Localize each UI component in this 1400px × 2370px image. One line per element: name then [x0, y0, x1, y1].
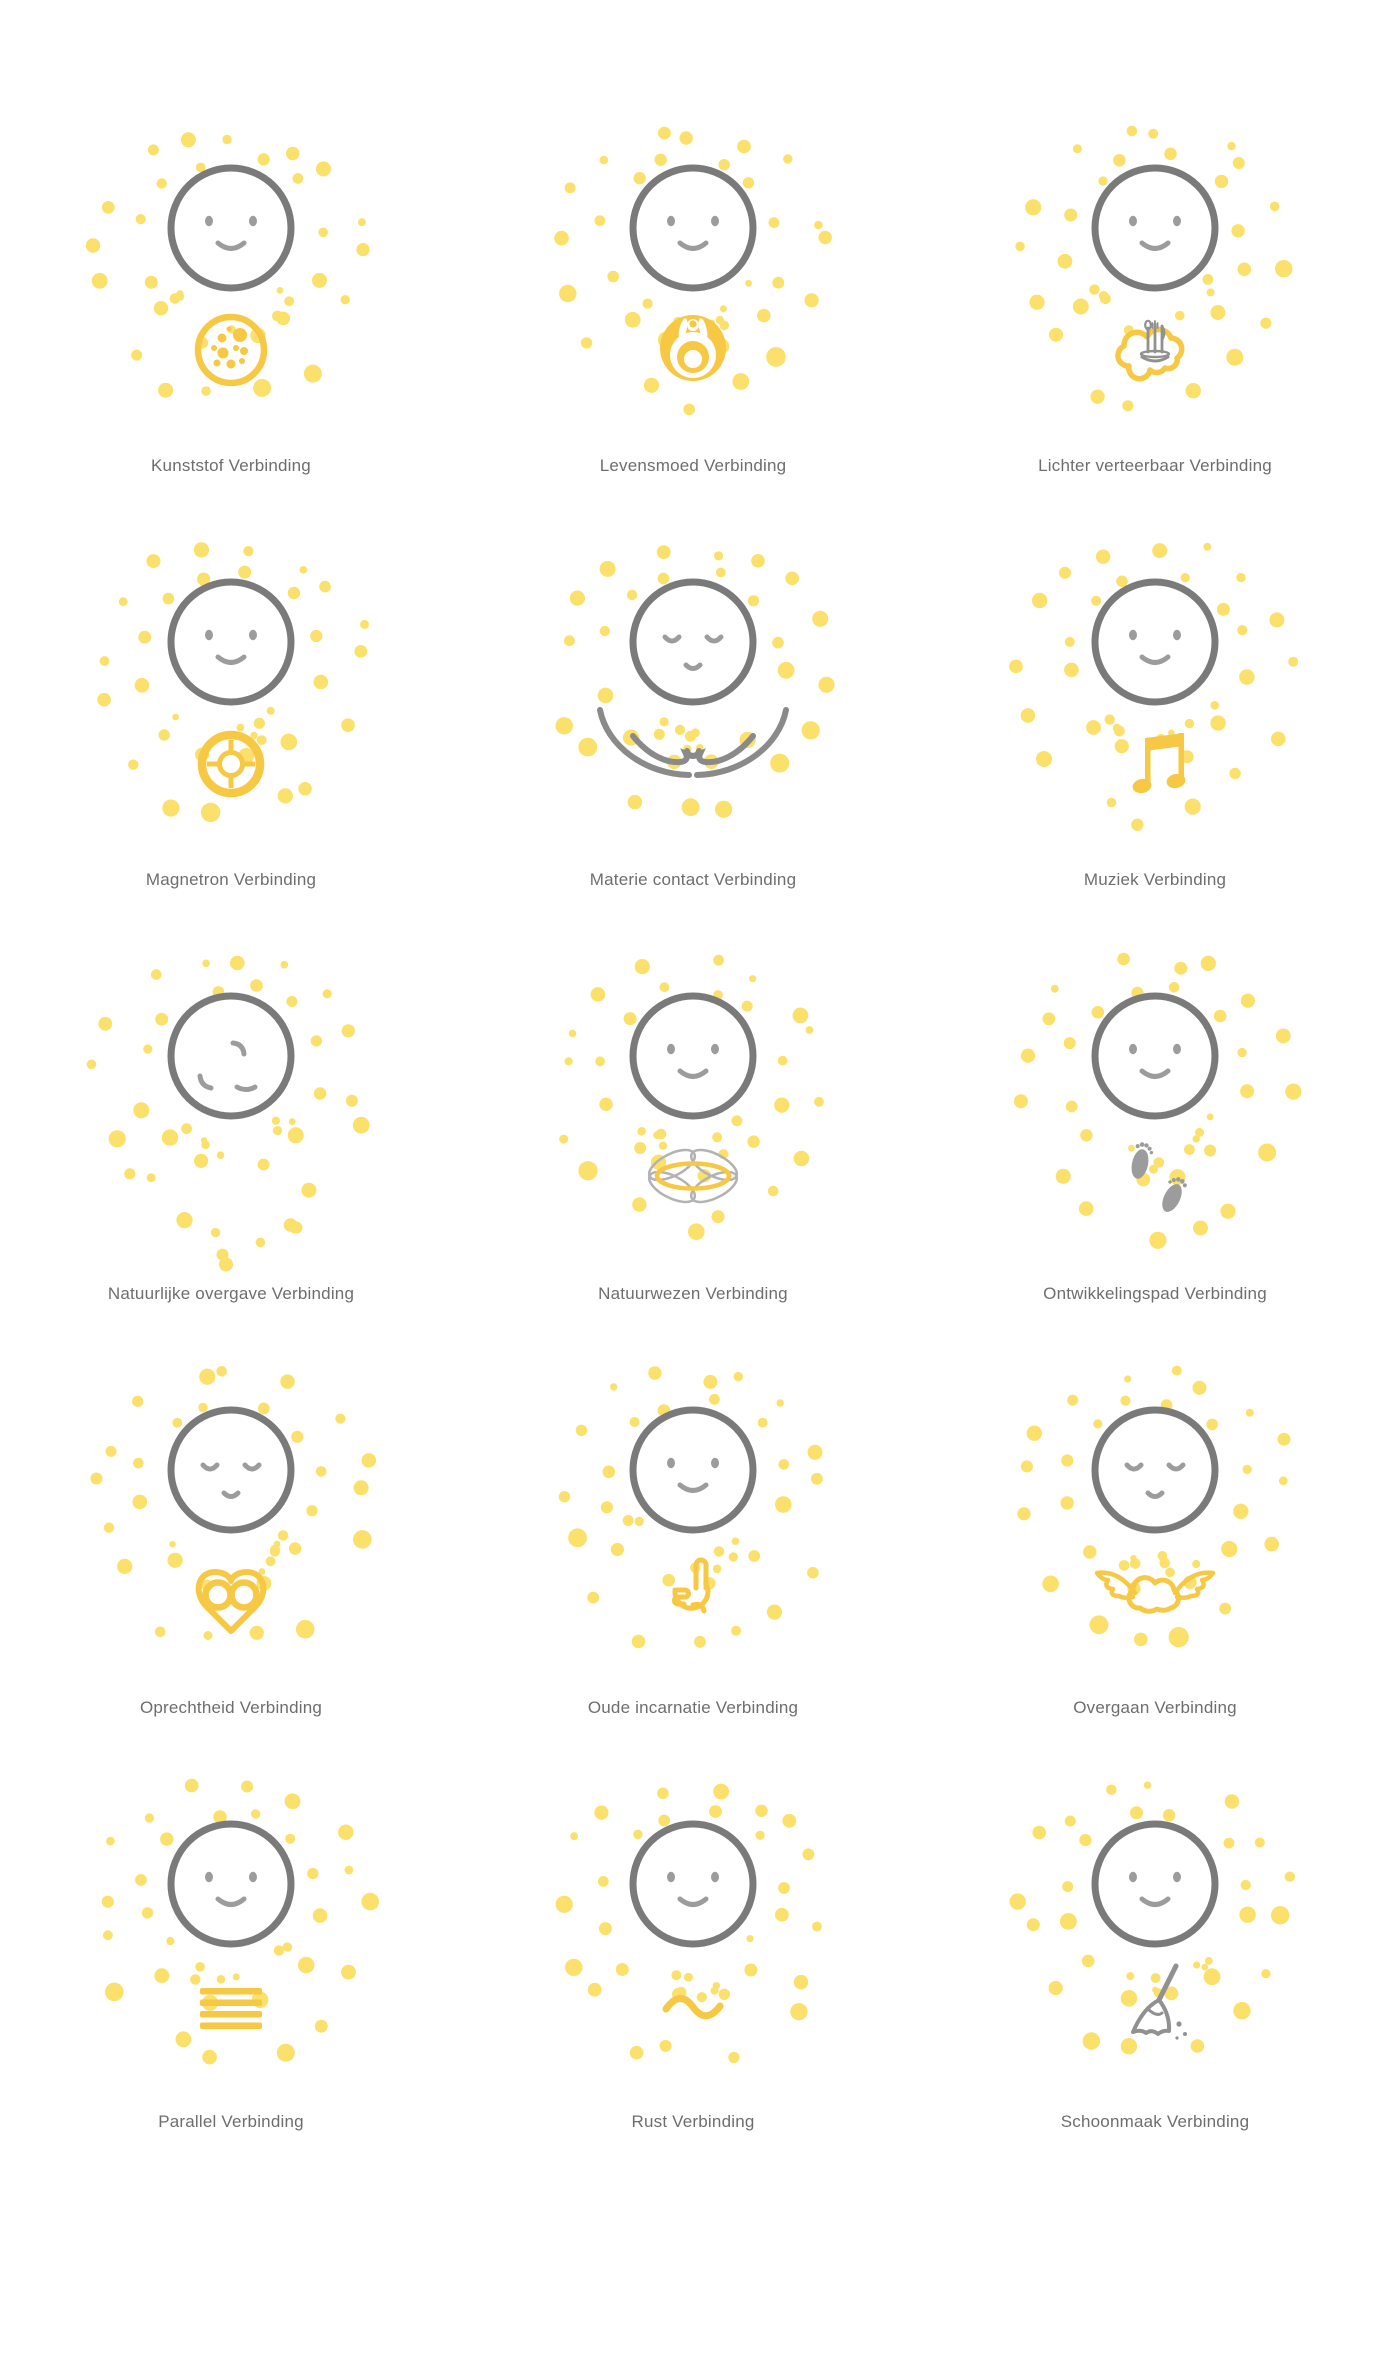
verbinding-item[interactable]: Natuurwezen Verbinding: [462, 944, 924, 1304]
tilted-face-icon: [86, 955, 370, 1272]
face: [629, 992, 757, 1120]
heart-infinity-icon: [195, 1569, 267, 1634]
face: [629, 578, 757, 706]
face: [167, 1406, 295, 1534]
face: [1091, 1406, 1219, 1534]
face: [167, 992, 295, 1120]
verbinding-item[interactable]: Lichter verteerbaar Verbinding: [924, 116, 1386, 476]
pointing-hand-icon: [558, 1366, 823, 1649]
butterfly-icon: [647, 1148, 739, 1204]
verbinding-icon: [1005, 1358, 1305, 1694]
ring-icon: [97, 542, 369, 823]
verbinding-item[interactable]: Schoonmaak Verbinding: [924, 1772, 1386, 2132]
verbinding-label: Parallel Verbinding: [158, 2112, 304, 2131]
verbinding-icon: [81, 1772, 381, 2108]
verbinding-icon: [81, 530, 381, 866]
verbinding-icon: [543, 944, 843, 1280]
footprints-icon: [1131, 1142, 1187, 1212]
verbinding-label: Lichter verteerbaar Verbinding: [1038, 456, 1272, 475]
verbinding-item[interactable]: Ontwikkelingspad Verbinding: [924, 944, 1386, 1304]
parallel-lines-icon: [200, 1988, 262, 2029]
broom-icon: [1131, 1963, 1187, 2040]
verbinding-label: Magnetron Verbinding: [145, 870, 317, 889]
footprints-icon: [1013, 952, 1302, 1249]
verbinding-item[interactable]: Natuurlijke overgave Verbinding: [0, 944, 462, 1304]
verbinding-icon: [1005, 530, 1305, 866]
cookie-icon: [85, 132, 370, 398]
verbinding-item[interactable]: Oude incarnatie Verbinding: [462, 1358, 924, 1718]
cloud-cutlery-icon: [1015, 125, 1293, 412]
pointing-hand-icon: [672, 1557, 711, 1614]
icon-grid: Kunststof Verbinding Levensmoed Verbindi…: [0, 116, 1386, 2132]
bass-drop-icon: [554, 126, 832, 416]
face: [629, 1406, 757, 1534]
verbinding-label: Oprechtheid Verbinding: [139, 1698, 323, 1717]
verbinding-icon: [81, 944, 381, 1280]
wave-icon: [662, 1995, 724, 2020]
verbinding-item[interactable]: Materie contact Verbinding: [462, 530, 924, 890]
verbinding-icon: [1005, 1772, 1305, 2108]
face: [167, 1820, 295, 1948]
verbinding-icon: [1005, 116, 1305, 452]
broom-icon: [1009, 1781, 1295, 2055]
verbinding-label: Muziek Verbinding: [1083, 870, 1227, 889]
face: [1091, 1820, 1219, 1948]
bass-drop-icon: [660, 315, 726, 381]
wave-icon: [555, 1783, 822, 2064]
parallel-lines-icon: [101, 1778, 380, 2065]
verbinding-label: Kunststof Verbinding: [151, 456, 311, 475]
verbinding-label: Ontwikkelingspad Verbinding: [1043, 1284, 1267, 1303]
cradling-arms-icon: [597, 707, 789, 778]
winged-cloud-icon: [1017, 1365, 1291, 1648]
cradling-arms-icon: [555, 545, 835, 818]
verbinding-label: Oude incarnatie Verbinding: [587, 1698, 799, 1717]
verbinding-label: Schoonmaak Verbinding: [1060, 2112, 1250, 2131]
verbinding-item[interactable]: Levensmoed Verbinding: [462, 116, 924, 476]
face: [1091, 578, 1219, 706]
verbinding-item[interactable]: Overgaan Verbinding: [924, 1358, 1386, 1718]
verbinding-icon: [543, 116, 843, 452]
face: [629, 1820, 757, 1948]
winged-cloud-icon: [1094, 1570, 1216, 1614]
butterfly-icon: [559, 954, 824, 1240]
verbinding-label: Materie contact Verbinding: [589, 870, 797, 889]
heart-infinity-icon: [90, 1366, 377, 1640]
ring-icon: [197, 730, 265, 798]
verbinding-icon: [81, 1358, 381, 1694]
verbinding-item[interactable]: Muziek Verbinding: [924, 530, 1386, 890]
face: [1091, 992, 1219, 1120]
verbinding-label: Overgaan Verbinding: [1073, 1698, 1237, 1717]
music-note-icon: [1009, 542, 1299, 831]
verbinding-item[interactable]: Magnetron Verbinding: [0, 530, 462, 890]
verbinding-label: Levensmoed Verbinding: [599, 456, 787, 475]
verbinding-label: Rust Verbinding: [631, 2112, 755, 2131]
verbinding-icon: [543, 1772, 843, 2108]
face: [1091, 164, 1219, 292]
verbinding-label: Natuurlijke overgave Verbinding: [107, 1284, 355, 1303]
verbinding-item[interactable]: Kunststof Verbinding: [0, 116, 462, 476]
verbinding-icon: [81, 116, 381, 452]
face: [167, 164, 295, 292]
verbinding-label: Natuurwezen Verbinding: [598, 1284, 788, 1303]
cookie-icon: [194, 313, 268, 387]
face: [629, 164, 757, 292]
verbinding-item[interactable]: Rust Verbinding: [462, 1772, 924, 2132]
verbinding-icon: [1005, 944, 1305, 1280]
verbinding-icon: [543, 1358, 843, 1694]
face: [167, 578, 295, 706]
cloud-cutlery-icon: [1115, 319, 1185, 382]
verbinding-item[interactable]: Parallel Verbinding: [0, 1772, 462, 2132]
music-note-icon: [1132, 733, 1186, 794]
verbinding-item[interactable]: Oprechtheid Verbinding: [0, 1358, 462, 1718]
verbinding-icon: [543, 530, 843, 866]
